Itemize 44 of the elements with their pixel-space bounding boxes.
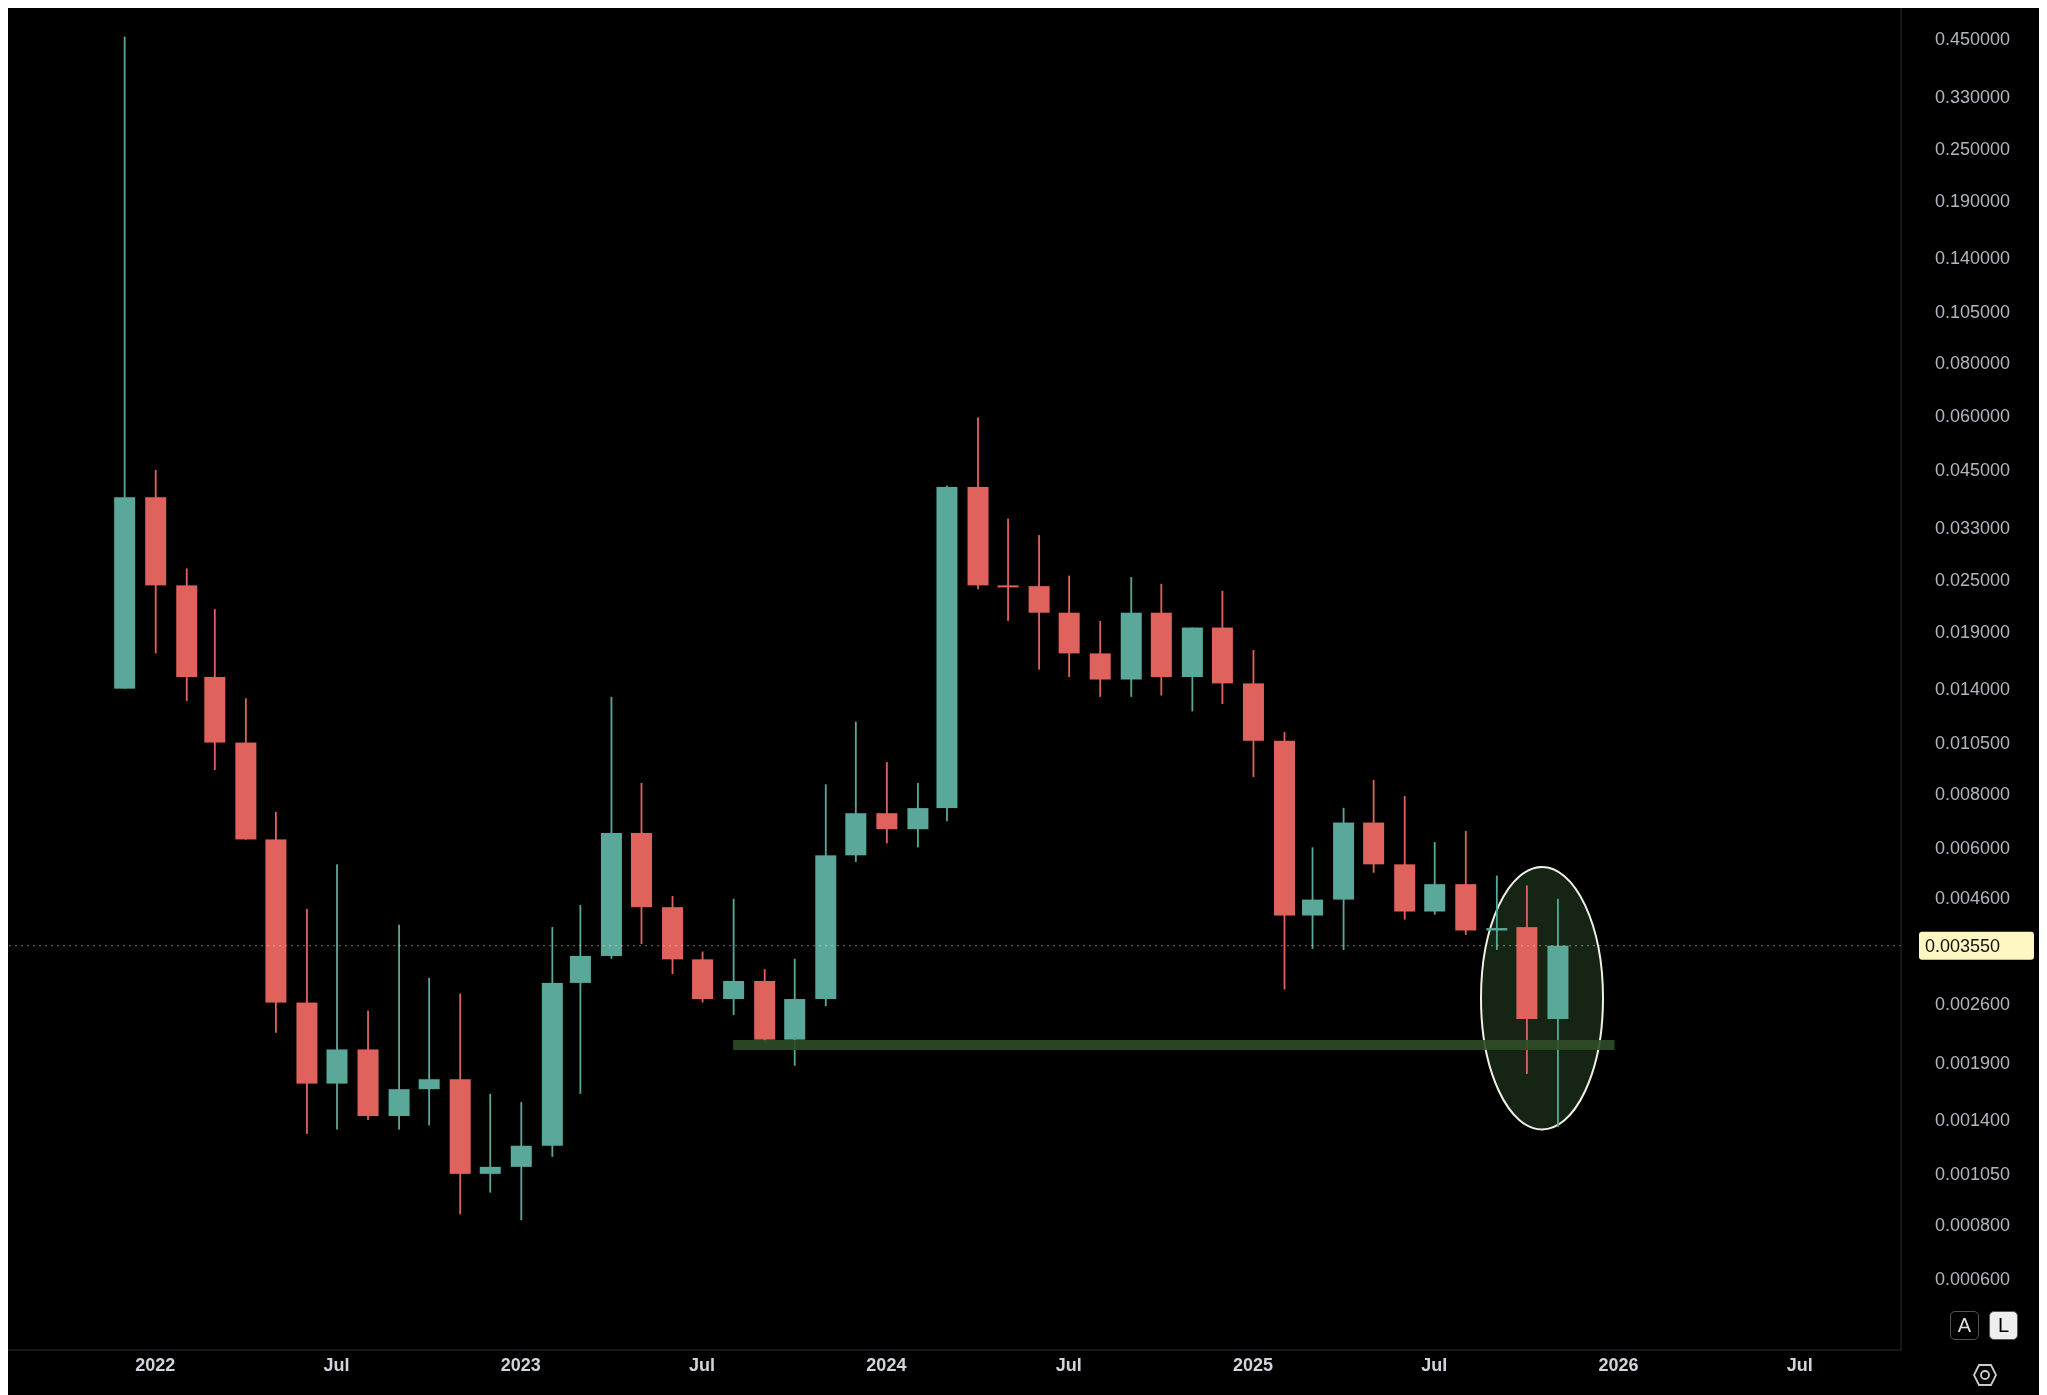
- x-tick-label: 2026: [1598, 1354, 1639, 1375]
- y-tick-label: 0.080000: [1935, 352, 2011, 373]
- y-tick-label: 0.105000: [1935, 301, 2011, 322]
- x-tick-label: 2025: [1232, 1354, 1273, 1375]
- candlestick: [569, 905, 591, 1094]
- y-tick-label: 0.140000: [1935, 247, 2011, 268]
- toggle-button: A: [1950, 1311, 1979, 1340]
- y-tick-label: 0.450000: [1935, 29, 2011, 50]
- x-tick-label: 2022: [135, 1354, 176, 1375]
- candlestick: [479, 1093, 501, 1193]
- candlestick: [418, 977, 440, 1126]
- y-tick-label: 0.019000: [1935, 621, 2011, 642]
- y-tick-label: 0.010500: [1935, 732, 2011, 753]
- x-tick-label: Jul: [1786, 1354, 1813, 1375]
- candlestick: [997, 518, 1019, 621]
- y-tick-label: 0.001400: [1935, 1110, 2011, 1131]
- y-tick-label: 0.060000: [1935, 406, 2011, 427]
- x-tick-label: Jul: [1055, 1354, 1082, 1375]
- candlestick: [723, 898, 745, 1016]
- toggle-button: L: [1989, 1311, 2018, 1340]
- y-tick-label: 0.004600: [1935, 887, 2011, 908]
- y-tick-label: 0.250000: [1935, 139, 2011, 160]
- candlestick: [388, 924, 410, 1130]
- x-tick-label: 2023: [500, 1354, 541, 1375]
- y-tick-label: 0.014000: [1935, 679, 2011, 700]
- y-tick-label: 0.330000: [1935, 87, 2011, 108]
- x-tick-label: Jul: [689, 1354, 716, 1375]
- y-tick-label: 0.001900: [1935, 1053, 2011, 1074]
- candlestick: [510, 1102, 532, 1221]
- y-tick-label: 0.008000: [1935, 783, 2011, 804]
- y-tick-label: 0.001050: [1935, 1164, 2011, 1185]
- y-tick-label: 0.000600: [1935, 1269, 2011, 1290]
- y-tick-label: 0.000800: [1935, 1215, 2011, 1236]
- y-tick-label: 0.033000: [1935, 518, 2011, 539]
- y-tick-label: 0.190000: [1935, 190, 2011, 211]
- y-tick-label: 0.006000: [1935, 837, 2011, 858]
- x-tick-label: Jul: [1421, 1354, 1448, 1375]
- y-tick-label: 0.025000: [1935, 570, 2011, 591]
- ref-line-label: 0.003550: [1925, 935, 2001, 956]
- x-tick-label: 2024: [866, 1354, 907, 1375]
- x-tick-label: Jul: [323, 1354, 350, 1375]
- y-tick-label: 0.002600: [1935, 994, 2011, 1015]
- candlestick: [326, 864, 348, 1130]
- y-tick-label: 0.045000: [1935, 460, 2011, 481]
